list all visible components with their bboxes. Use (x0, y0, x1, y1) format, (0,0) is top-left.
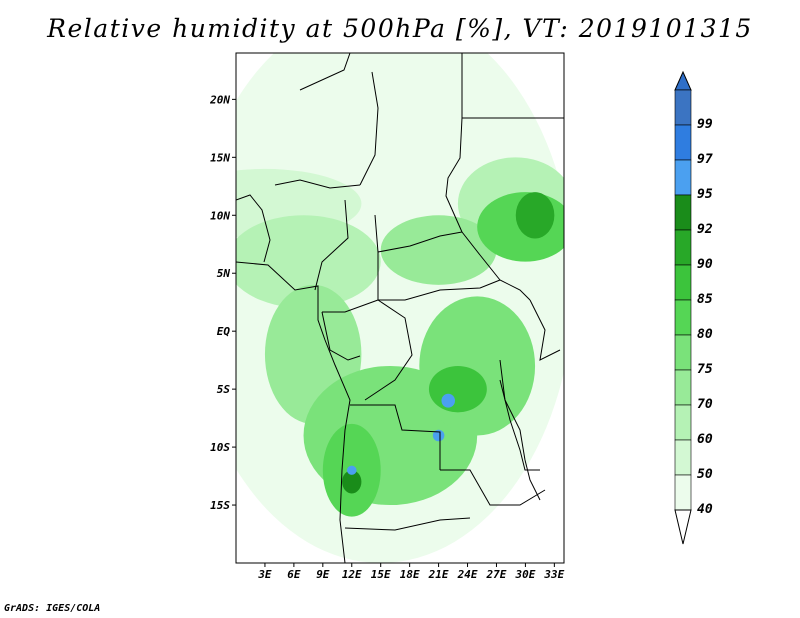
humidity-area-75 (419, 296, 536, 436)
humidity-area-95 (346, 465, 357, 475)
colorbar-label: 97 (697, 152, 713, 167)
latitude-axis: 20N 15N 10N 5N EQ 5S 10S 15S (209, 93, 236, 512)
border-angola-namibia (344, 517, 471, 531)
humidity-area-70 (380, 215, 497, 285)
border-drc-tanzania (499, 359, 526, 461)
humidity-field (236, 53, 564, 563)
colorbar-swatch-95 (674, 159, 692, 196)
longitude-axis: 3E 6E 9E 12E 15E 18E 21E 24E 27E 30E 33E (257, 563, 565, 581)
lon-tick-label: 3E (257, 568, 272, 581)
lon-tick-label: 18E (400, 568, 420, 581)
colorbar-swatch-60 (674, 404, 692, 441)
border-niger-nigeria (274, 179, 361, 189)
border-algeria-niger (299, 53, 351, 91)
coastline-sahel (236, 194, 271, 263)
colorbar-label: 95 (697, 187, 713, 202)
lat-tick-label: 10S (210, 441, 230, 454)
humidity-area-90 (515, 192, 555, 239)
coastline-west-africa (236, 261, 351, 563)
humidity-area-85 (428, 365, 487, 413)
lat-tick-label: 15N (210, 151, 230, 164)
border-chad-car (374, 214, 463, 253)
chart-title: Relative humidity at 500hPa [%], VT: 201… (47, 14, 753, 43)
colorbar-label: 70 (697, 397, 713, 412)
plot-frame (235, 52, 565, 564)
colorbar-label: 75 (697, 362, 713, 377)
country-borders (236, 53, 564, 563)
colorbar-swatch-70 (674, 369, 692, 406)
colorbar-swatch-75 (674, 334, 692, 371)
colorbar-label: 92 (697, 222, 713, 237)
colorbar-swatch-50 (674, 439, 692, 476)
border-nigeria-cameroon (314, 199, 349, 291)
lat-tick-label: 15S (210, 499, 230, 512)
colorbar-top-arrow (674, 70, 692, 91)
border-car-drc (377, 252, 501, 301)
colorbar-swatch-92 (674, 194, 692, 231)
border-uganda (529, 299, 561, 361)
lon-tick-label: 12E (342, 568, 362, 581)
border-angola-drc (350, 404, 441, 470)
lon-tick-label: 27E (486, 568, 507, 581)
colorbar-swatch-90 (674, 229, 692, 266)
colorbar-label: 99 (697, 117, 713, 132)
lon-tick-label: 21E (428, 568, 449, 581)
colorbar-label: 60 (697, 432, 713, 447)
colorbar-label: 85 (697, 292, 713, 307)
border-congo-drc (364, 299, 413, 401)
colorbar-bottom-arrow (674, 509, 692, 545)
nile-region (499, 379, 540, 471)
border-cameroon-congo (322, 299, 379, 313)
lon-tick-label: 30E (514, 568, 535, 581)
lat-tick-label: 5N (217, 267, 231, 280)
humidity-area-60 (236, 215, 381, 308)
lat-tick-label: EQ (217, 325, 231, 338)
lon-tick-label: 9E (316, 568, 330, 581)
colorbar-swatch-40 (674, 474, 692, 511)
border-gabon (321, 311, 361, 361)
colorbar-swatch-80 (674, 299, 692, 336)
colorbar-label: 40 (697, 502, 713, 517)
colorbar-label: 90 (697, 257, 713, 272)
border-niger-chad (359, 71, 379, 186)
humidity-area-95 (432, 429, 445, 442)
colorbar-label: 50 (697, 467, 713, 482)
colorbar-label: 80 (697, 327, 713, 342)
lon-tick-label: 33E (543, 568, 564, 581)
grads-credit: GrADS: IGES/COLA (4, 603, 101, 614)
lat-tick-label: 5S (217, 383, 231, 396)
border-zambia (440, 469, 546, 506)
lat-tick-label: 10N (210, 209, 230, 222)
border-chad-sudan (445, 117, 463, 233)
colorbar-swatch-85 (674, 264, 692, 301)
colorbar-swatch-99 (674, 89, 692, 126)
colorbar-swatch-97 (674, 124, 692, 161)
border-south-sudan (461, 231, 531, 301)
humidity-area-95 (441, 393, 455, 408)
lat-tick-label: 20N (209, 93, 230, 106)
lon-tick-label: 6E (287, 568, 301, 581)
humidity-area-92 (342, 470, 362, 494)
lon-tick-label: 15E (371, 568, 391, 581)
lon-tick-label: 24E (457, 568, 478, 581)
border-malawi (524, 459, 541, 501)
colorbar (674, 70, 692, 545)
